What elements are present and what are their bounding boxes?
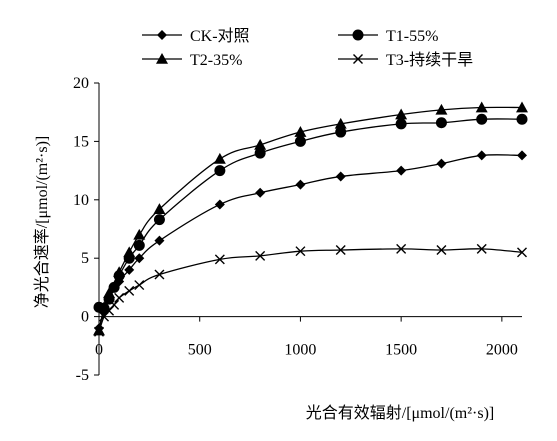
x-marker-stroke	[517, 247, 527, 258]
data-point	[295, 246, 306, 257]
x-marker-stroke	[335, 245, 346, 256]
y-tick-label: 5	[81, 250, 89, 267]
data-point	[254, 147, 266, 159]
data-point	[214, 199, 225, 210]
data-point	[124, 285, 135, 296]
x-marker-stroke	[124, 285, 135, 296]
x-tick-label: 0	[95, 342, 103, 359]
x-marker-stroke	[295, 246, 306, 257]
data-point	[254, 138, 267, 150]
data-point	[134, 253, 145, 264]
x-marker-stroke	[134, 280, 145, 291]
data-point	[214, 254, 225, 265]
data-point	[476, 113, 488, 125]
x-tick-label: 1000	[284, 342, 316, 359]
legend-label: CK-对照	[190, 27, 250, 45]
x-marker-stroke	[255, 250, 266, 261]
data-point	[154, 235, 165, 246]
data-point	[516, 101, 528, 113]
data-point	[133, 228, 146, 240]
legend-label: T3-持续干旱	[386, 51, 473, 69]
data-point	[517, 150, 527, 161]
data-point	[476, 243, 487, 254]
data-point	[154, 269, 165, 280]
legend-marker	[157, 30, 167, 40]
data-point	[395, 118, 407, 130]
data-point	[113, 266, 126, 278]
x-marker-stroke	[476, 243, 487, 254]
legend-item: CK-对照	[142, 27, 250, 45]
y-axis-label: 净光合速率/[μmol/(m²·s)]	[33, 136, 51, 308]
x-axis-label: 光合有效辐射/[μmol/(m²·s)]	[306, 404, 494, 422]
series-1	[94, 150, 527, 334]
data-point	[94, 326, 104, 337]
data-point	[396, 165, 407, 176]
x-tick-label: 500	[188, 342, 212, 359]
legend-item: T1-55%	[338, 28, 438, 45]
x-tick-label: 1500	[385, 342, 417, 359]
data-point	[294, 126, 307, 137]
legend-marker	[352, 29, 364, 41]
x-marker-stroke	[214, 254, 225, 265]
data-point	[134, 280, 145, 291]
data-point	[335, 126, 347, 138]
data-point	[124, 264, 135, 275]
data-point	[255, 187, 266, 198]
axes: -5 0 5 10 15 20 0 500 1000 1500 2000	[73, 75, 522, 384]
x-marker-stroke	[396, 243, 407, 254]
data-point	[213, 152, 226, 164]
data-point	[335, 245, 346, 256]
y-tick-label: 0	[81, 309, 89, 326]
data-point	[153, 214, 165, 226]
series-4	[94, 243, 527, 337]
data-point	[103, 287, 116, 299]
y-tick-label: 15	[73, 133, 89, 150]
x-tick-label: 2000	[486, 342, 518, 359]
data-point	[114, 292, 125, 303]
data-point	[516, 113, 528, 125]
data-point	[294, 135, 306, 147]
data-point	[255, 250, 266, 261]
data-point	[335, 171, 346, 182]
x-marker-stroke	[109, 299, 120, 310]
x-marker-stroke	[154, 269, 165, 280]
y-tick-label: 10	[73, 192, 89, 209]
data-point	[436, 245, 447, 256]
x-marker-stroke	[114, 292, 125, 303]
data-point	[153, 203, 166, 214]
data-point	[517, 247, 527, 258]
legend-marker	[156, 53, 168, 64]
legend-marker	[353, 54, 363, 64]
y-tick-label: -5	[76, 367, 89, 384]
legend-item: T3-持续干旱	[338, 51, 473, 69]
data-point	[334, 117, 347, 129]
data-point	[214, 165, 226, 177]
data-point	[436, 158, 447, 169]
data-point	[435, 117, 447, 129]
data-point	[108, 281, 120, 293]
series-line	[98, 248, 523, 332]
data-point	[475, 101, 488, 113]
legend-label: T2-35%	[190, 52, 242, 69]
data-point	[109, 299, 120, 310]
x-marker-stroke	[436, 245, 447, 256]
series-layer	[93, 101, 528, 337]
data-point	[133, 239, 145, 251]
legend: CK-对照 T1-55% T2-35% T3-持续干旱	[142, 27, 473, 69]
data-point	[396, 243, 407, 254]
data-point	[435, 103, 448, 115]
legend-item: T2-35%	[142, 52, 242, 69]
data-point	[123, 246, 136, 258]
legend-label: T1-55%	[386, 28, 438, 45]
data-point	[395, 108, 408, 120]
data-point	[295, 179, 306, 190]
x-marker-stroke	[353, 54, 363, 64]
x-marker-stroke	[94, 326, 104, 337]
data-point	[476, 150, 487, 161]
y-tick-label: 20	[73, 75, 89, 92]
